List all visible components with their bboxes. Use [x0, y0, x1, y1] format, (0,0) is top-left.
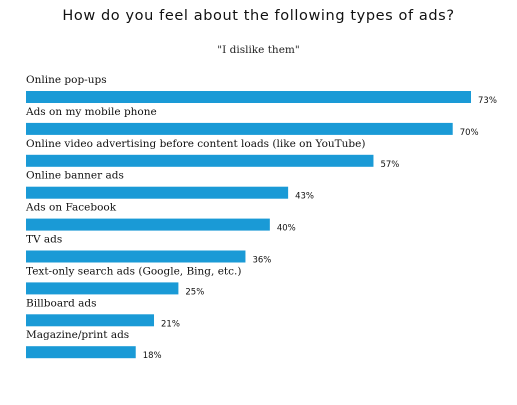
bar: [26, 186, 289, 199]
value-label: 73%: [478, 96, 497, 106]
category-label: Ads on my mobile phone: [25, 106, 157, 118]
category-label: Magazine/print ads: [26, 329, 129, 341]
bar: [26, 282, 179, 295]
category-label: Online video advertising before content …: [26, 138, 365, 150]
value-label: 25%: [185, 287, 204, 297]
value-label: 40%: [277, 224, 296, 234]
chart-title: How do you feel about the following type…: [62, 8, 455, 24]
bar: [26, 122, 453, 135]
value-label: 21%: [161, 319, 180, 329]
bar: [26, 91, 471, 103]
category-label: Text-only search ads (Google, Bing, etc.…: [26, 265, 241, 277]
category-label: Online banner ads: [26, 170, 124, 182]
value-label: 18%: [143, 351, 162, 361]
bar: [26, 218, 270, 231]
category-label: Billboard ads: [26, 297, 97, 309]
category-label: TV ads: [26, 234, 62, 246]
category-label: Ads on Facebook: [25, 202, 117, 214]
value-label: 70%: [460, 128, 479, 138]
bar: [26, 314, 155, 327]
value-label: 36%: [252, 256, 271, 266]
bar: [26, 250, 246, 263]
bar: [26, 346, 136, 359]
bar: [26, 154, 374, 167]
category-label: Online pop-ups: [26, 74, 107, 86]
value-label: 57%: [380, 160, 399, 170]
chart-subtitle: "I dislike them": [217, 44, 300, 56]
value-label: 43%: [295, 192, 314, 202]
